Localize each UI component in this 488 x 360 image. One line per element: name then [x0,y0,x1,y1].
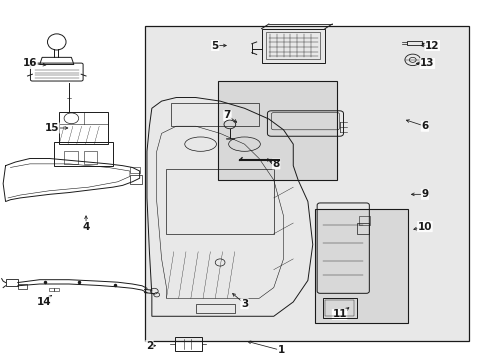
Bar [174,337,201,351]
Text: 15: 15 [44,123,59,133]
Bar [315,209,407,323]
Bar [266,32,320,59]
Bar [83,151,97,164]
Bar [166,169,273,234]
Bar [130,167,140,173]
Text: 3: 3 [241,299,247,309]
Bar [217,81,336,180]
Bar [171,103,259,126]
Bar [261,29,325,63]
Text: 5: 5 [211,41,219,50]
Bar [54,288,59,291]
Bar [49,288,54,291]
Bar [406,41,421,45]
Text: 6: 6 [421,121,427,131]
Text: 11: 11 [332,310,346,319]
Text: 12: 12 [424,41,439,50]
Bar [322,298,356,318]
Text: 10: 10 [417,222,431,231]
Bar [144,26,468,341]
Text: 14: 14 [37,297,52,307]
Text: 9: 9 [421,189,427,199]
Text: 13: 13 [419,58,434,68]
Text: 2: 2 [145,341,153,351]
Text: 7: 7 [224,111,231,121]
Bar [358,216,369,225]
Bar [356,223,368,234]
Text: 16: 16 [22,58,37,68]
Bar [325,301,353,316]
Bar [54,142,113,166]
Text: 4: 4 [82,222,89,231]
Bar [5,279,18,286]
Text: 1: 1 [277,345,284,355]
Bar [59,112,108,144]
Bar [195,304,234,313]
Bar [64,151,78,164]
Bar [18,284,26,289]
Bar [130,175,142,184]
Text: 8: 8 [272,159,279,169]
